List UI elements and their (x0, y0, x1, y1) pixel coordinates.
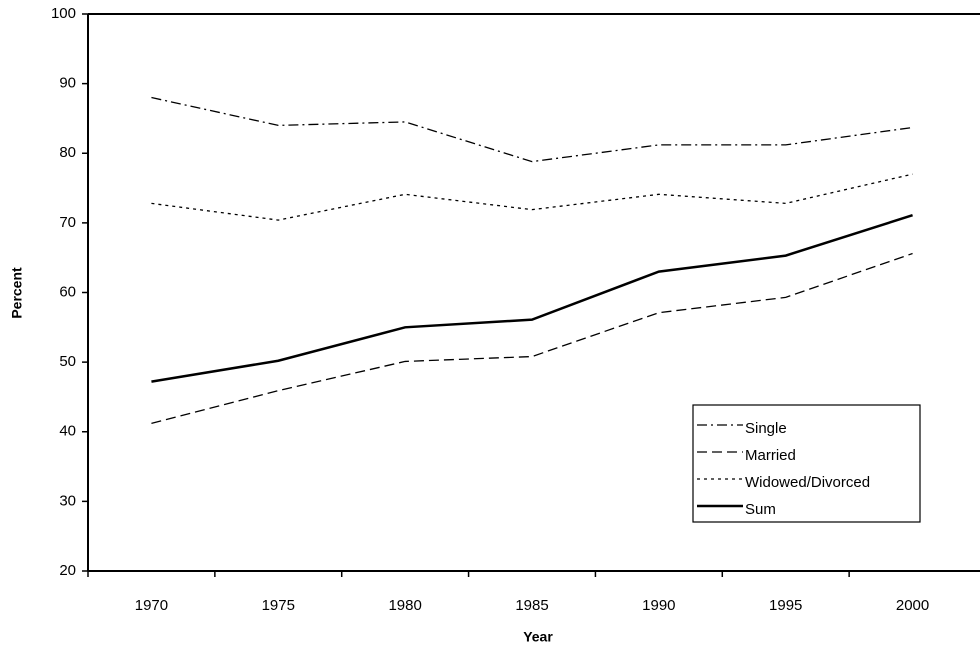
legend-label: Married (745, 447, 796, 464)
x-tick-label: 1970 (135, 597, 168, 614)
x-tick-label: 1990 (642, 597, 675, 614)
x-tick-label: 1995 (769, 597, 802, 614)
y-tick-label: 50 (59, 353, 76, 370)
y-axis-title: Percent (9, 267, 25, 319)
legend-label: Widowed/Divorced (745, 474, 870, 491)
x-tick-label: 1975 (262, 597, 295, 614)
x-axis-title: Year (523, 629, 553, 645)
y-tick-label: 80 (59, 144, 76, 161)
x-tick-label: 1985 (515, 597, 548, 614)
legend-label: Single (745, 420, 787, 437)
y-tick-label: 40 (59, 423, 76, 440)
x-tick-label: 2000 (896, 597, 929, 614)
x-tick-label: 1980 (388, 597, 421, 614)
legend-label: Sum (745, 501, 776, 518)
y-tick-label: 30 (59, 492, 76, 509)
y-tick-label: 90 (59, 75, 76, 92)
series-line (151, 214, 913, 383)
series-line (151, 173, 913, 221)
series-line (151, 252, 913, 425)
y-tick-label: 60 (59, 283, 76, 300)
series-line (151, 96, 913, 163)
y-tick-label: 70 (59, 214, 76, 231)
y-tick-label: 100 (51, 5, 76, 22)
y-tick-label: 20 (59, 562, 76, 579)
legend-box (692, 404, 921, 523)
